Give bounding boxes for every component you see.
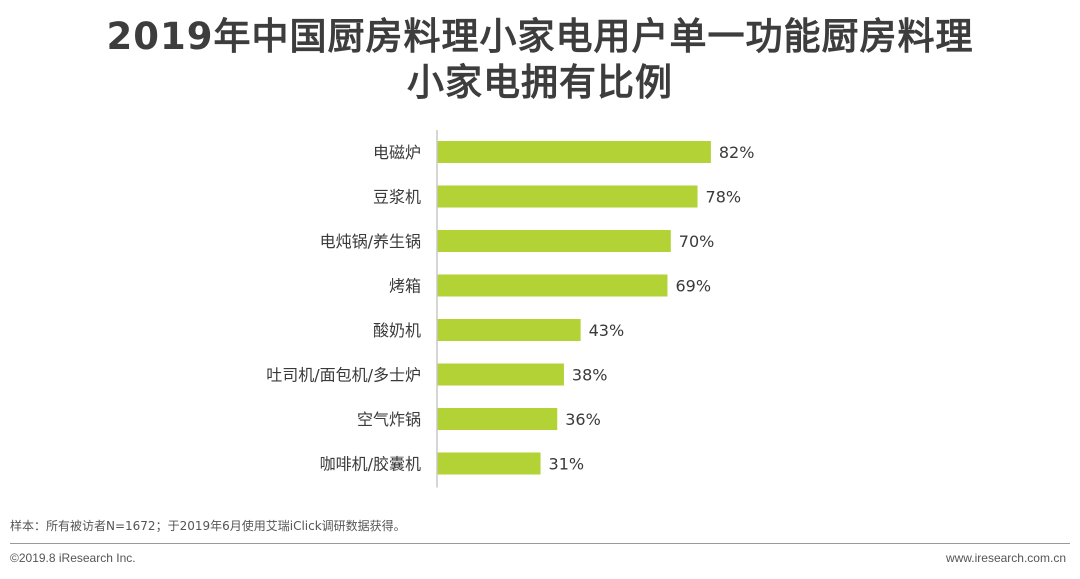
website-link[interactable]: www.iresearch.com.cn <box>945 551 1066 565</box>
bar <box>437 363 564 386</box>
bar <box>437 319 581 341</box>
chart-title-line-2: 小家电拥有比例 <box>407 61 673 104</box>
data-label: 43% <box>589 321 625 340</box>
data-label: 69% <box>675 277 711 296</box>
sample-footnote: 样本：所有被访者N=1672；于2019年6月使用艾瑞iClick调研数据获得。 <box>10 519 406 533</box>
copyright-text: ©2019.8 iResearch Inc. <box>10 551 136 565</box>
data-label: 31% <box>549 455 585 474</box>
data-label: 82% <box>719 143 755 162</box>
category-label: 酸奶机 <box>373 321 421 340</box>
category-label: 咖啡机/胶囊机 <box>320 455 421 474</box>
category-label: 吐司机/面包机/多士炉 <box>266 366 421 385</box>
category-label: 烤箱 <box>389 277 421 296</box>
chart-title-line-1: 2019年中国厨房料理小家电用户单一功能厨房料理 <box>106 15 974 58</box>
category-label: 豆浆机 <box>373 188 421 207</box>
bar <box>437 185 698 208</box>
bar <box>437 230 671 252</box>
data-label: 78% <box>706 188 742 207</box>
bar <box>437 274 668 297</box>
category-label: 电磁炉 <box>373 143 421 162</box>
bar <box>437 141 711 163</box>
category-label: 空气炸锅 <box>357 410 421 429</box>
data-label: 36% <box>565 410 601 429</box>
chart-title: 2019年中国厨房料理小家电用户单一功能厨房料理 小家电拥有比例 <box>0 14 1080 106</box>
footer-divider <box>10 543 1070 544</box>
category-label: 电炖锅/养生锅 <box>320 232 421 251</box>
data-label: 70% <box>679 232 715 251</box>
data-label: 38% <box>572 366 608 385</box>
bar <box>437 452 541 475</box>
bar <box>437 408 558 430</box>
